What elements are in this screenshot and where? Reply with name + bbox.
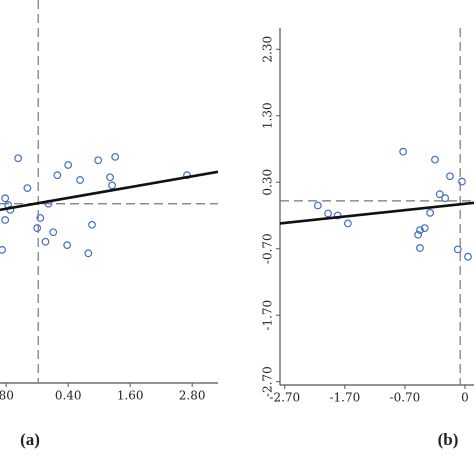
- point: [458, 177, 466, 186]
- x-tick-label: 0.40: [55, 389, 82, 403]
- y-tick-label: 2.30: [261, 36, 275, 63]
- x-tick-label: 0: [461, 391, 469, 405]
- point: [313, 201, 322, 210]
- point: [464, 252, 472, 261]
- point: [414, 230, 423, 239]
- point: [441, 194, 450, 203]
- x-tick-label: -1.70: [329, 391, 360, 405]
- point: [333, 211, 342, 220]
- point: [53, 171, 62, 180]
- fit-line: [0, 170, 219, 212]
- point: [49, 228, 58, 237]
- point: [420, 224, 429, 233]
- point: [108, 181, 116, 190]
- point: [84, 249, 93, 258]
- point: [63, 241, 72, 250]
- x-tick-label: 1.60: [117, 389, 144, 403]
- point: [111, 152, 120, 161]
- point: [94, 156, 103, 165]
- point: [426, 208, 435, 217]
- point: [1, 216, 10, 224]
- point: [431, 155, 439, 164]
- point: [41, 237, 50, 246]
- y-tick-label: 1.30: [261, 102, 275, 129]
- point: [33, 224, 42, 233]
- x-tick-label: 80: [0, 389, 14, 403]
- point: [1, 194, 10, 203]
- point: [343, 219, 352, 228]
- y-tick-label: 0.30: [261, 169, 275, 196]
- x-tick-label: 2.80: [179, 389, 206, 403]
- point: [14, 154, 22, 163]
- y-tick-label: -2.70: [261, 366, 275, 397]
- x-tick-label: -2.70: [269, 391, 300, 405]
- point: [453, 245, 462, 254]
- point: [0, 246, 6, 254]
- point: [23, 184, 32, 193]
- point: [36, 214, 45, 222]
- x-tick-label: -0.70: [390, 391, 421, 405]
- point: [64, 161, 73, 169]
- point: [416, 244, 424, 252]
- point: [399, 147, 408, 156]
- fit-line: [279, 201, 474, 225]
- point: [106, 173, 114, 182]
- point: [76, 176, 84, 184]
- point: [435, 190, 444, 199]
- y-tick-label: -1.70: [261, 300, 275, 331]
- panel-label: (a): [20, 430, 40, 449]
- point: [88, 220, 96, 229]
- point: [446, 172, 454, 181]
- panel-label: (b): [438, 430, 459, 449]
- y-tick-label: -0.70: [261, 233, 275, 264]
- point: [324, 209, 332, 218]
- point: [416, 226, 424, 235]
